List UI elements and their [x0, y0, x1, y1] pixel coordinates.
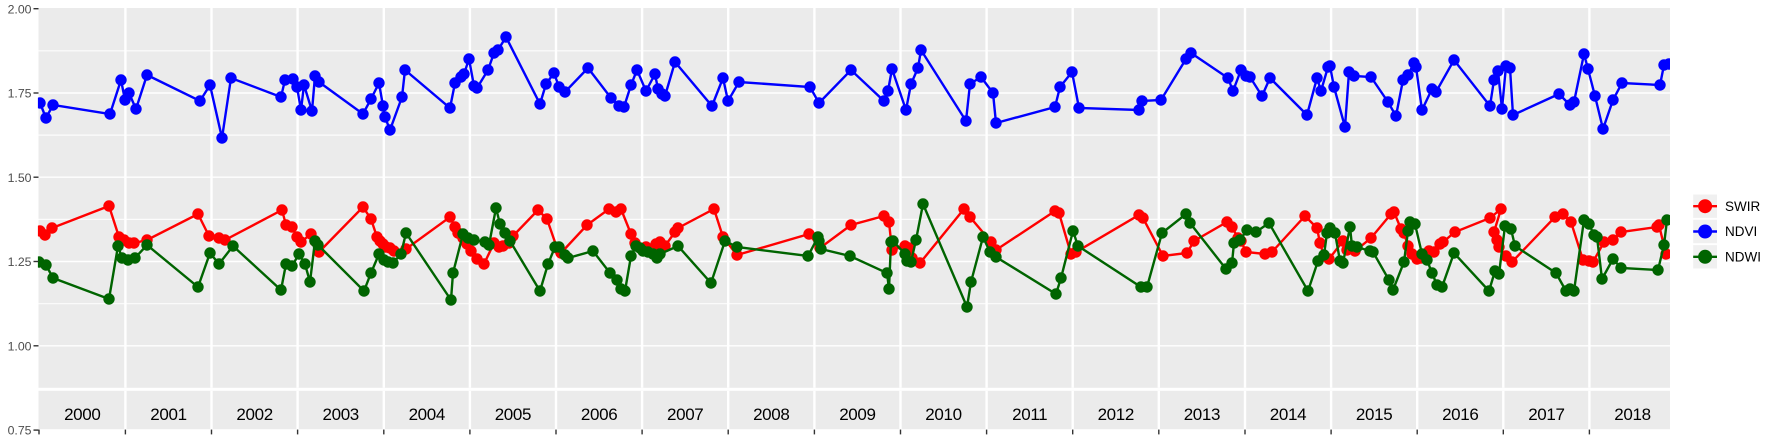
svg-text:2018: 2018 [1614, 405, 1650, 424]
svg-text:0.75: 0.75 [8, 424, 32, 438]
svg-text:2000: 2000 [64, 405, 100, 424]
svg-text:2006: 2006 [581, 405, 617, 424]
svg-text:2010: 2010 [925, 405, 961, 424]
svg-text:2015: 2015 [1356, 405, 1392, 424]
svg-text:2004: 2004 [409, 405, 445, 424]
svg-text:1.00: 1.00 [8, 339, 32, 353]
svg-text:SWIR: SWIR [1725, 199, 1760, 214]
svg-text:1.25: 1.25 [8, 255, 32, 269]
svg-text:2012: 2012 [1098, 405, 1134, 424]
svg-text:2001: 2001 [150, 405, 186, 424]
svg-text:2.00: 2.00 [8, 2, 32, 16]
svg-text:2013: 2013 [1184, 405, 1220, 424]
svg-text:2017: 2017 [1528, 405, 1564, 424]
svg-text:1.50: 1.50 [8, 171, 32, 185]
svg-text:2009: 2009 [839, 405, 875, 424]
svg-text:2005: 2005 [495, 405, 531, 424]
svg-text:2011: 2011 [1012, 405, 1047, 424]
svg-text:2014: 2014 [1270, 405, 1306, 424]
svg-text:NDVI: NDVI [1725, 224, 1757, 239]
svg-text:1.75: 1.75 [8, 87, 32, 101]
svg-text:2008: 2008 [753, 405, 789, 424]
svg-text:2007: 2007 [667, 405, 703, 424]
svg-text:NDWI: NDWI [1725, 250, 1761, 265]
svg-text:2016: 2016 [1442, 405, 1478, 424]
svg-text:2003: 2003 [322, 405, 358, 424]
svg-text:2002: 2002 [236, 405, 272, 424]
